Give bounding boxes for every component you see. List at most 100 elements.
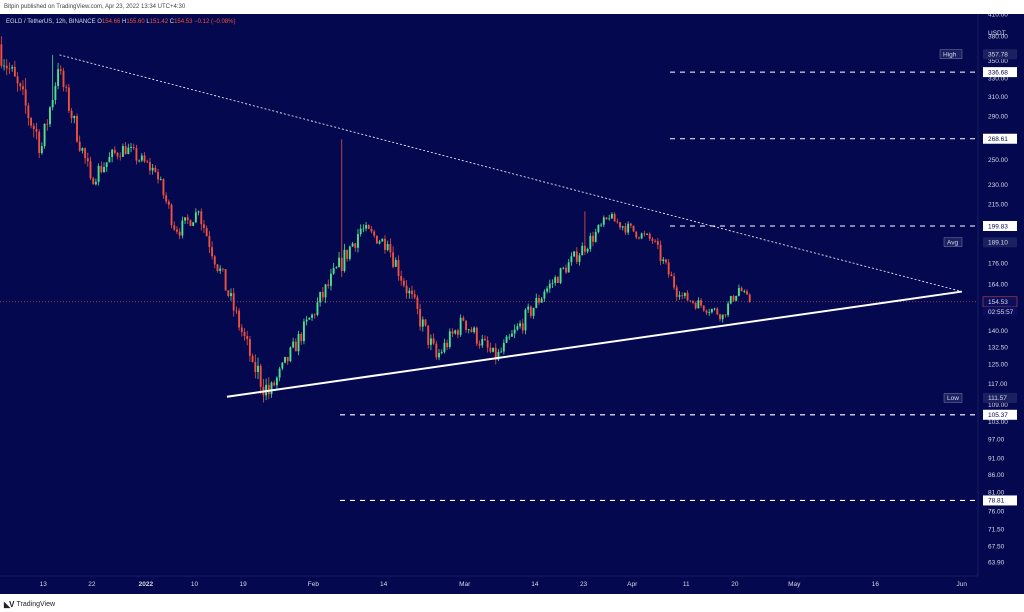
candle-body xyxy=(162,179,165,196)
candle-body xyxy=(319,291,322,303)
candle-body xyxy=(713,308,716,310)
candle-body xyxy=(278,368,281,378)
candle-body xyxy=(381,238,384,242)
y-tick-label: 81.00 xyxy=(988,490,1005,497)
candle-body xyxy=(519,323,522,327)
candle-body xyxy=(46,123,49,125)
candle-body xyxy=(451,331,454,334)
open-label: O xyxy=(97,19,102,25)
candle-body xyxy=(443,342,446,353)
candle-body xyxy=(594,231,597,242)
candle-body xyxy=(470,329,473,333)
candle-body xyxy=(84,148,87,159)
candle-body xyxy=(305,319,308,322)
candle-body xyxy=(59,69,62,71)
publisher-text: Bitpin published on TradingView.com, Apr… xyxy=(4,4,186,10)
candle-body xyxy=(708,312,711,314)
symbol-legend: EGLD / TetherUS, 12h, BINANCE O154.66 H1… xyxy=(6,19,235,25)
candle-body xyxy=(275,377,278,386)
price-label-7: 105.37 xyxy=(983,409,1017,420)
candle-body xyxy=(224,269,227,291)
trendline-dotted xyxy=(59,54,962,292)
candle-body xyxy=(232,293,235,311)
change-value: −0.12 (−0.08%) xyxy=(194,19,235,25)
candle-body xyxy=(284,356,286,363)
candle-body xyxy=(313,314,316,316)
candle-body xyxy=(362,228,365,230)
candle-body xyxy=(367,225,370,229)
y-tick-label: 290.00 xyxy=(988,113,1008,120)
candle-body xyxy=(143,155,146,162)
y-tick-label: 97.00 xyxy=(988,436,1005,443)
candle-body xyxy=(24,89,27,106)
candle-body xyxy=(157,171,159,180)
candle-body xyxy=(167,201,170,205)
candle-body xyxy=(308,317,311,320)
y-tick-label: 86.00 xyxy=(988,472,1005,479)
level-tag: Avg xyxy=(947,240,958,247)
candle-body xyxy=(267,384,270,395)
candle-body xyxy=(248,339,251,356)
candle-body xyxy=(508,336,511,338)
candle-body xyxy=(176,229,178,232)
candle-body xyxy=(400,276,403,281)
candle-body xyxy=(259,365,262,387)
candle-body xyxy=(448,331,451,348)
candle-body xyxy=(440,352,443,354)
candle-body xyxy=(637,237,640,239)
candle-body xyxy=(462,317,465,321)
candle-body xyxy=(616,221,619,223)
candle-body xyxy=(235,310,238,312)
candle-body xyxy=(575,251,578,262)
candle-body xyxy=(740,287,743,292)
candle-body xyxy=(86,158,89,162)
footer-bar: ◣V TradingView xyxy=(0,594,1024,609)
candle-body xyxy=(697,300,700,309)
candle-body xyxy=(0,44,3,66)
candle-body xyxy=(219,268,222,271)
price-label-avg: Avg 189.10 xyxy=(943,237,1017,248)
candle-body xyxy=(73,116,76,119)
y-tick-label: 140.00 xyxy=(988,328,1008,335)
candle-body xyxy=(521,323,524,331)
candle-body xyxy=(135,148,138,161)
candle-body xyxy=(689,300,692,302)
candle-body xyxy=(216,264,219,271)
candle-body xyxy=(562,267,565,269)
candle-body xyxy=(97,165,100,182)
candle-body xyxy=(370,228,373,232)
candle-body xyxy=(240,327,243,332)
y-tick-label: 350.00 xyxy=(988,58,1008,65)
level-value: 105.37 xyxy=(988,412,1008,419)
candle-body xyxy=(719,314,721,320)
candle-body xyxy=(127,147,130,155)
level-tag: High xyxy=(943,51,957,58)
candle-body xyxy=(30,118,33,126)
candle-body xyxy=(716,308,719,315)
candle-body xyxy=(413,294,416,298)
candle-body xyxy=(673,276,676,288)
candle-body xyxy=(532,307,535,316)
candle-body xyxy=(357,234,359,248)
candle-body xyxy=(194,212,197,223)
candle-body xyxy=(656,241,659,245)
candle-body xyxy=(540,298,543,303)
candle-body xyxy=(359,228,362,235)
y-tick-label: 103.00 xyxy=(988,419,1008,426)
candle-body xyxy=(159,179,162,180)
y-tick-label: 117.00 xyxy=(988,381,1008,388)
candle-body xyxy=(32,125,35,130)
candle-body xyxy=(516,326,519,330)
candle-body xyxy=(529,306,532,316)
candle-body xyxy=(227,290,230,297)
candle-body xyxy=(5,65,8,69)
candle-body xyxy=(348,246,351,259)
candle-body xyxy=(3,65,5,67)
candle-body xyxy=(721,314,724,320)
level-tag: Low xyxy=(947,395,959,402)
candle-body xyxy=(330,273,332,286)
candle-body xyxy=(332,268,335,274)
x-tick-label: 11 xyxy=(683,581,690,588)
candle-body xyxy=(365,225,368,229)
candle-body xyxy=(132,146,135,149)
